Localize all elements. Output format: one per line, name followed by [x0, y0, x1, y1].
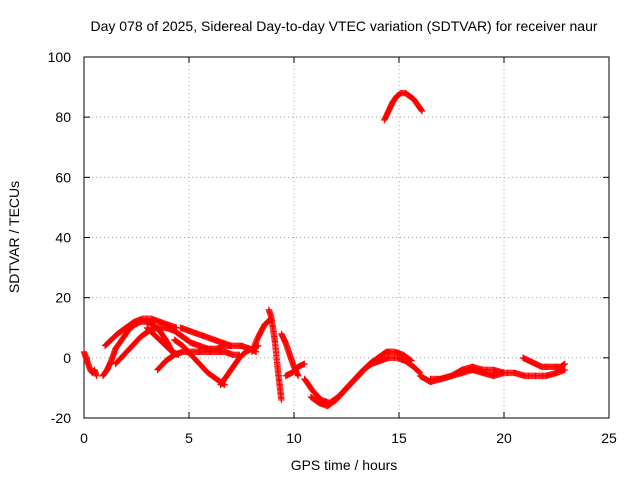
- data-point: [278, 396, 285, 404]
- y-tick-labels: -20 0 20 40 60 80 100: [48, 49, 72, 426]
- chart-title: Day 078 of 2025, Sidereal Day-to-day VTE…: [90, 18, 597, 34]
- series-arc-11: [265, 306, 285, 404]
- y-axis-label: SDTVAR / TECUs: [6, 181, 22, 293]
- data-points: [80, 89, 569, 410]
- data-point: [227, 342, 235, 349]
- x-tick-label: 25: [601, 430, 617, 446]
- data-point: [406, 356, 414, 363]
- x-axis-label: GPS time / hours: [291, 457, 398, 473]
- y-tick-label: 100: [48, 49, 72, 65]
- data-point: [408, 357, 415, 365]
- series-arc-14: [301, 354, 424, 407]
- series-arc-19: [519, 354, 569, 371]
- data-point: [416, 369, 423, 376]
- series-arc-3: [101, 315, 180, 349]
- data-point: [295, 372, 302, 380]
- x-tick-label: 0: [80, 430, 88, 446]
- x-tick-label: 20: [496, 430, 512, 446]
- data-point: [500, 369, 508, 377]
- data-point: [417, 106, 425, 113]
- data-point: [93, 372, 100, 380]
- series-arc-6: [143, 324, 182, 359]
- data-point: [175, 351, 182, 359]
- data-point: [561, 361, 568, 368]
- x-tick-label: 5: [185, 430, 193, 446]
- data-point: [407, 357, 415, 364]
- series-arc-13: [282, 360, 308, 380]
- data-point: [561, 360, 569, 368]
- series-arc-7: [177, 324, 235, 349]
- y-tick-label: 20: [55, 290, 71, 306]
- data-point: [418, 107, 425, 114]
- x-tick-label: 10: [286, 430, 302, 446]
- data-point: [418, 107, 426, 115]
- data-point: [560, 361, 567, 369]
- y-tick-label: 80: [55, 109, 71, 125]
- y-tick-label: 60: [55, 169, 71, 185]
- x-tick-labels: 0 5 10 15 20 25: [80, 430, 617, 446]
- series-arc-18: [427, 363, 508, 383]
- series-arc-15: [307, 348, 415, 410]
- data-point: [561, 366, 569, 374]
- y-tick-label: -20: [51, 410, 71, 426]
- y-tick-label: 40: [55, 230, 71, 246]
- x-tick-label: 15: [391, 430, 407, 446]
- y-tick-label: 0: [63, 350, 71, 366]
- data-point: [415, 368, 422, 375]
- data-point: [301, 360, 308, 368]
- series-arc-1: [80, 348, 100, 380]
- axis-ticks: [83, 56, 610, 419]
- series-arc-16: [381, 89, 426, 124]
